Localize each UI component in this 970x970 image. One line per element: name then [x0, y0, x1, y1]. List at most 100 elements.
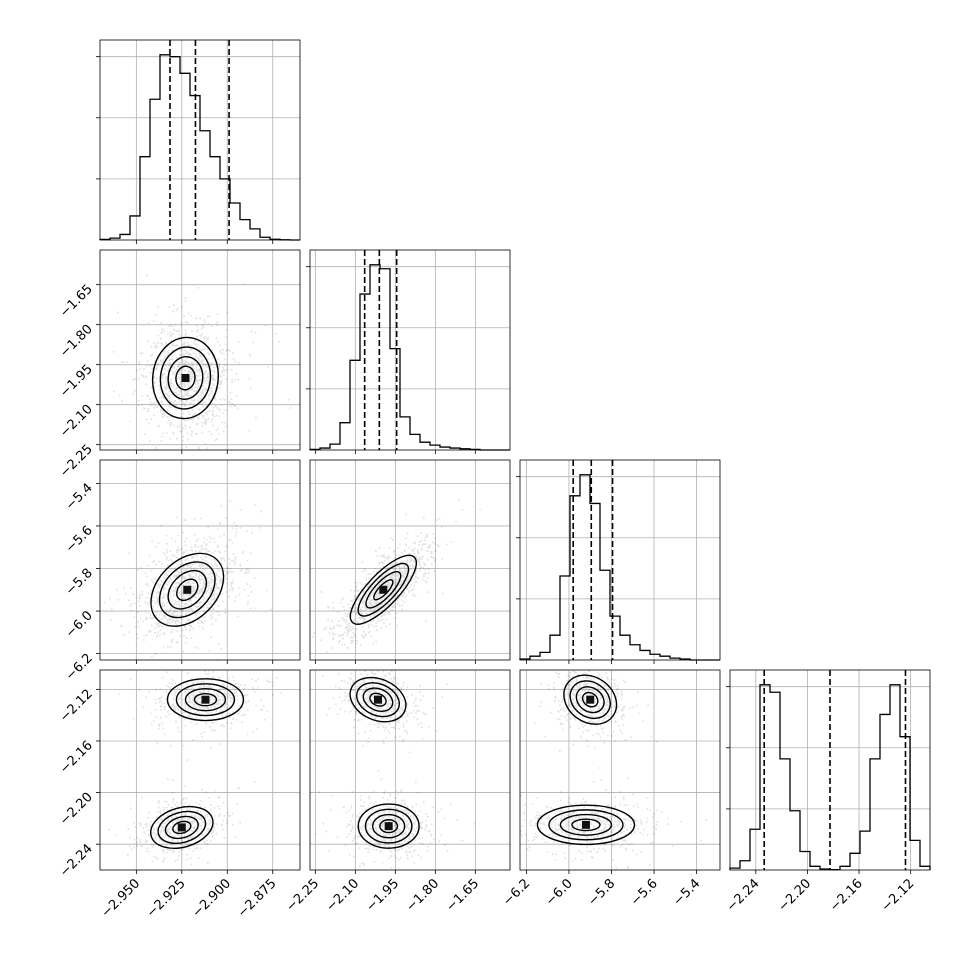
scatter-frame: [309, 459, 511, 661]
y-axis-4: −2.24 −2.20 −2.16 −2.12: [57, 687, 100, 880]
density-peak: [183, 585, 192, 594]
contour-2-2: [364, 808, 413, 844]
x-tick-label: −1.95: [363, 876, 402, 915]
y-tick-label: −1.95: [57, 362, 96, 401]
contour-1-3: [184, 688, 227, 712]
scatter-frame: [99, 459, 301, 661]
hist-frame: [99, 39, 301, 241]
y-axis-2: −2.25−2.10−1.95−1.80−1.65: [57, 282, 100, 481]
contour-1-1: [349, 554, 417, 625]
hist-panel-3: [516, 459, 721, 661]
contour-1-4: [176, 578, 199, 602]
density-peak: [201, 695, 210, 704]
contour-1-1: [563, 674, 618, 725]
contour-2-1: [536, 804, 636, 846]
contour-1-3: [575, 686, 605, 714]
scatter-panel-1-3: [99, 459, 301, 661]
contour-2-4: [571, 818, 601, 832]
x-axis-1: −2.950 −2.925 −2.900 −2.875: [99, 870, 280, 921]
y-tick-label: −2.12: [57, 687, 96, 726]
y-axis-3: −6.2 −6.0 −5.8 −5.6 −5.4: [63, 481, 100, 684]
x-tick-label: −5.4: [670, 876, 703, 909]
hist-frame: [729, 669, 931, 871]
density-peak: [374, 695, 382, 704]
y-tick-label: −1.65: [57, 282, 96, 321]
contour-1-1: [166, 678, 245, 722]
y-tick-label: −2.24: [57, 841, 96, 880]
contour-1-3: [167, 355, 204, 401]
x-tick-label: −6.0: [543, 876, 576, 909]
histogram-2: [309, 264, 510, 451]
scatter-points: [112, 274, 292, 450]
contour-2-2: [548, 809, 624, 841]
scatter-points: [103, 500, 272, 660]
scatter-frame: [99, 249, 301, 451]
contour-1-2: [158, 561, 216, 619]
contour-1-4: [193, 692, 218, 707]
density-peak: [181, 374, 190, 382]
x-axis-2: −2.25 −2.10 −1.95 −1.80 −1.65: [283, 870, 482, 915]
x-tick-label: −5.8: [585, 876, 618, 909]
x-tick-label: −2.20: [775, 876, 814, 915]
hist-panel-1: [96, 39, 301, 241]
hist-panel-2: [306, 249, 511, 451]
scatter-points: [520, 670, 707, 870]
x-tick-label: −1.65: [443, 876, 482, 915]
y-tick-label: −5.4: [63, 481, 96, 514]
contour-2-3: [164, 815, 199, 840]
contour-2-4: [172, 820, 192, 835]
x-tick-label: −2.12: [879, 876, 918, 915]
y-tick-label: −2.20: [57, 790, 96, 829]
scatter-panel-1-2: [99, 249, 301, 451]
scatter-points: [312, 499, 481, 654]
scatter-panel-2-4: [309, 669, 511, 871]
contour-1-3: [362, 687, 394, 712]
y-tick-label: −2.25: [57, 442, 96, 481]
scatter-points: [314, 670, 476, 869]
x-tick-label: −5.6: [628, 876, 661, 909]
contour-1-1: [151, 336, 219, 420]
density-peak: [581, 820, 590, 829]
contour-1-1: [349, 676, 407, 723]
scatter-panel-2-3: [309, 459, 511, 661]
contour-2-1: [357, 803, 420, 849]
histogram-1: [99, 54, 300, 241]
y-tick-label: −2.16: [57, 738, 96, 777]
histogram-3: [519, 474, 720, 661]
density-peak: [586, 695, 595, 704]
contour-2-3: [371, 813, 406, 839]
contour-1-3: [167, 569, 208, 610]
hist-frame: [309, 249, 511, 451]
contour-2-4: [379, 819, 399, 834]
scatter-panel-1-4: [99, 669, 301, 871]
x-tick-label: −2.900: [189, 876, 234, 921]
contour-1-2: [175, 683, 236, 717]
x-tick-label: −2.950: [99, 876, 144, 921]
contour-2-3: [559, 813, 613, 836]
contour-1-3: [365, 571, 402, 609]
contour-1-4: [581, 691, 599, 708]
contour-1-2: [357, 562, 410, 617]
y-tick-label: −1.80: [57, 322, 96, 361]
scatter-frame: [99, 669, 301, 871]
contour-1-4: [175, 365, 196, 391]
y-tick-label: −5.6: [63, 523, 96, 556]
y-tick-label: −6.2: [63, 651, 96, 684]
density-peak: [379, 585, 388, 594]
y-tick-label: −2.10: [57, 402, 96, 441]
x-axis-3: −6.2 −6.0 −5.8 −5.6 −5.4: [500, 870, 703, 909]
scatter-panel-3-4: [519, 669, 721, 871]
density-peak: [177, 823, 186, 832]
contour-1-1: [150, 552, 225, 627]
contour-2-1: [150, 805, 214, 849]
x-tick-label: −1.80: [403, 876, 442, 915]
contour-2-2: [157, 810, 207, 845]
x-tick-label: −2.16: [827, 876, 866, 915]
x-tick-label: −6.2: [500, 876, 533, 909]
x-tick-label: −2.24: [724, 876, 763, 915]
y-tick-label: −5.8: [63, 566, 96, 599]
scatter-frame: [309, 669, 511, 871]
density-peak: [384, 822, 393, 831]
contour-1-2: [159, 346, 212, 410]
